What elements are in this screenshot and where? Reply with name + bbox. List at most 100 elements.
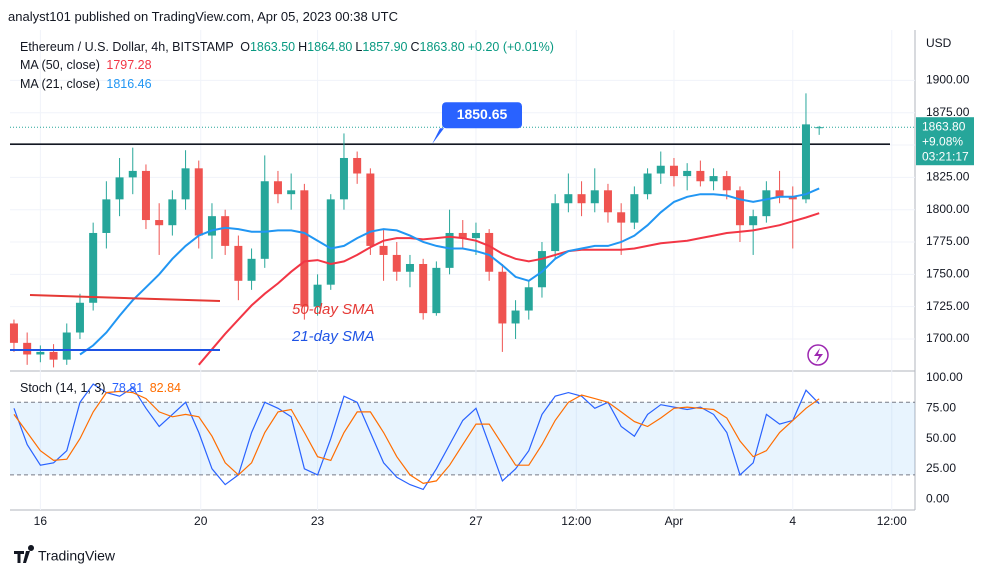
author-line: analyst101 published on TradingView.com,…: [8, 9, 399, 24]
candle-body: [445, 232, 454, 268]
candle-body: [300, 190, 309, 307]
symbol-title: Ethereum / U.S. Dollar, 4h, BITSTAMP: [20, 40, 234, 54]
currency-label: USD: [926, 36, 952, 50]
brand: TradingView: [38, 548, 116, 564]
candle-body: [36, 351, 45, 355]
candle-body: [102, 199, 111, 233]
candle-body: [75, 302, 84, 333]
candle-body: [590, 190, 599, 204]
candle-body: [405, 263, 414, 272]
stoch-legend: Stoch (14, 1, 3) 78.81 82.84: [20, 381, 184, 395]
candle-body: [207, 216, 216, 236]
y-tick-label: 1750.00: [926, 267, 970, 281]
candle-body: [287, 190, 296, 195]
y-tick-label: 25.00: [926, 461, 956, 475]
candle-body: [366, 173, 375, 246]
candle-body: [339, 157, 348, 200]
candle-body: [326, 199, 335, 285]
indicator-line: [198, 212, 820, 366]
indicator-line: [79, 187, 820, 356]
ohlc-value: 1863.50: [249, 40, 296, 54]
price-tag-text: +9.08%: [922, 134, 963, 148]
ohlc-key: H: [298, 40, 308, 54]
x-tick-label: 16: [34, 514, 48, 528]
y-tick-label: 1725.00: [926, 299, 970, 313]
candle-body: [696, 170, 705, 182]
candle-body: [194, 168, 203, 236]
ohlc-key: C: [410, 40, 420, 54]
price-pane: 1850.65: [9, 93, 915, 368]
y-tick-label: 50.00: [926, 431, 956, 445]
candle-body: [656, 165, 665, 174]
candle-body: [181, 168, 190, 200]
symbol-legend: Ethereum / U.S. Dollar, 4h, BITSTAMP O18…: [20, 40, 557, 54]
candle-body: [788, 196, 797, 200]
ma-value: 1797.28: [106, 58, 152, 72]
candle-body: [498, 271, 507, 324]
x-tick-label: Apr: [665, 514, 684, 528]
stoch-d-value: 82.84: [149, 381, 181, 395]
candle-body: [762, 190, 771, 217]
candle-body: [313, 284, 322, 307]
brand-logo: [14, 544, 35, 563]
candle-body: [485, 232, 494, 272]
ohlc-key: O: [240, 40, 250, 54]
candle-body: [564, 194, 573, 204]
candle-body: [801, 124, 810, 200]
candle-body: [353, 157, 362, 174]
trend-line: [29, 294, 221, 302]
y-tick-label: 1775.00: [926, 234, 970, 248]
candle-body: [458, 232, 467, 239]
candle-body: [273, 181, 282, 195]
ma-name: MA (50, close): [20, 58, 100, 72]
candle-body: [128, 170, 137, 178]
ma-legend: MA (21, close) 1816.46: [20, 77, 155, 91]
candle-body: [419, 263, 428, 314]
x-tick-label: 20: [194, 514, 208, 528]
candle-body: [471, 232, 480, 239]
y-tick-label: 1825.00: [926, 170, 970, 184]
candle-body: [775, 190, 784, 197]
y-tick-label: 1900.00: [926, 73, 970, 87]
candle-body: [392, 254, 401, 272]
candle-body: [537, 251, 546, 288]
y-tick-label: 0.00: [926, 491, 950, 505]
ma-name: MA (21, close): [20, 77, 100, 91]
price-tag: [916, 117, 974, 166]
stoch-k-value: 78.81: [111, 381, 144, 395]
candle-body: [815, 127, 824, 129]
candle-body: [9, 323, 18, 343]
candle-body: [630, 194, 639, 223]
candle-body: [49, 351, 58, 360]
candle-body: [260, 181, 269, 259]
candle-body: [551, 203, 560, 252]
candle-body: [683, 170, 692, 177]
x-tick-label: 4: [789, 514, 796, 528]
indicator-line: [13, 383, 820, 491]
candle-body: [221, 216, 230, 246]
y-tick-label: 75.00: [926, 400, 956, 414]
candle-body: [62, 332, 71, 360]
candle-body: [155, 220, 164, 226]
candle-body: [168, 199, 177, 226]
candle-body: [511, 310, 520, 324]
stoch-pane: [10, 383, 915, 491]
candle-body: [577, 194, 586, 204]
candle-body: [749, 216, 758, 226]
y-tick-label: 1875.00: [926, 105, 970, 119]
alert-icon[interactable]: [807, 344, 829, 366]
change: +0.20 (+0.01%): [467, 40, 554, 54]
level-label: 1850.65: [457, 106, 508, 122]
alert-icon-bolt: [814, 348, 823, 363]
candle-body: [709, 176, 718, 182]
candle-body: [617, 212, 626, 223]
stoch-name: Stoch (14, 1, 3): [20, 381, 106, 395]
candle-body: [234, 245, 243, 281]
candle-body: [735, 190, 744, 226]
ohlc-key: L: [355, 40, 363, 54]
annotation: 50-day SMA: [292, 301, 375, 318]
ma-legend: MA (50, close) 1797.28: [20, 58, 155, 72]
candle-body: [115, 177, 124, 200]
